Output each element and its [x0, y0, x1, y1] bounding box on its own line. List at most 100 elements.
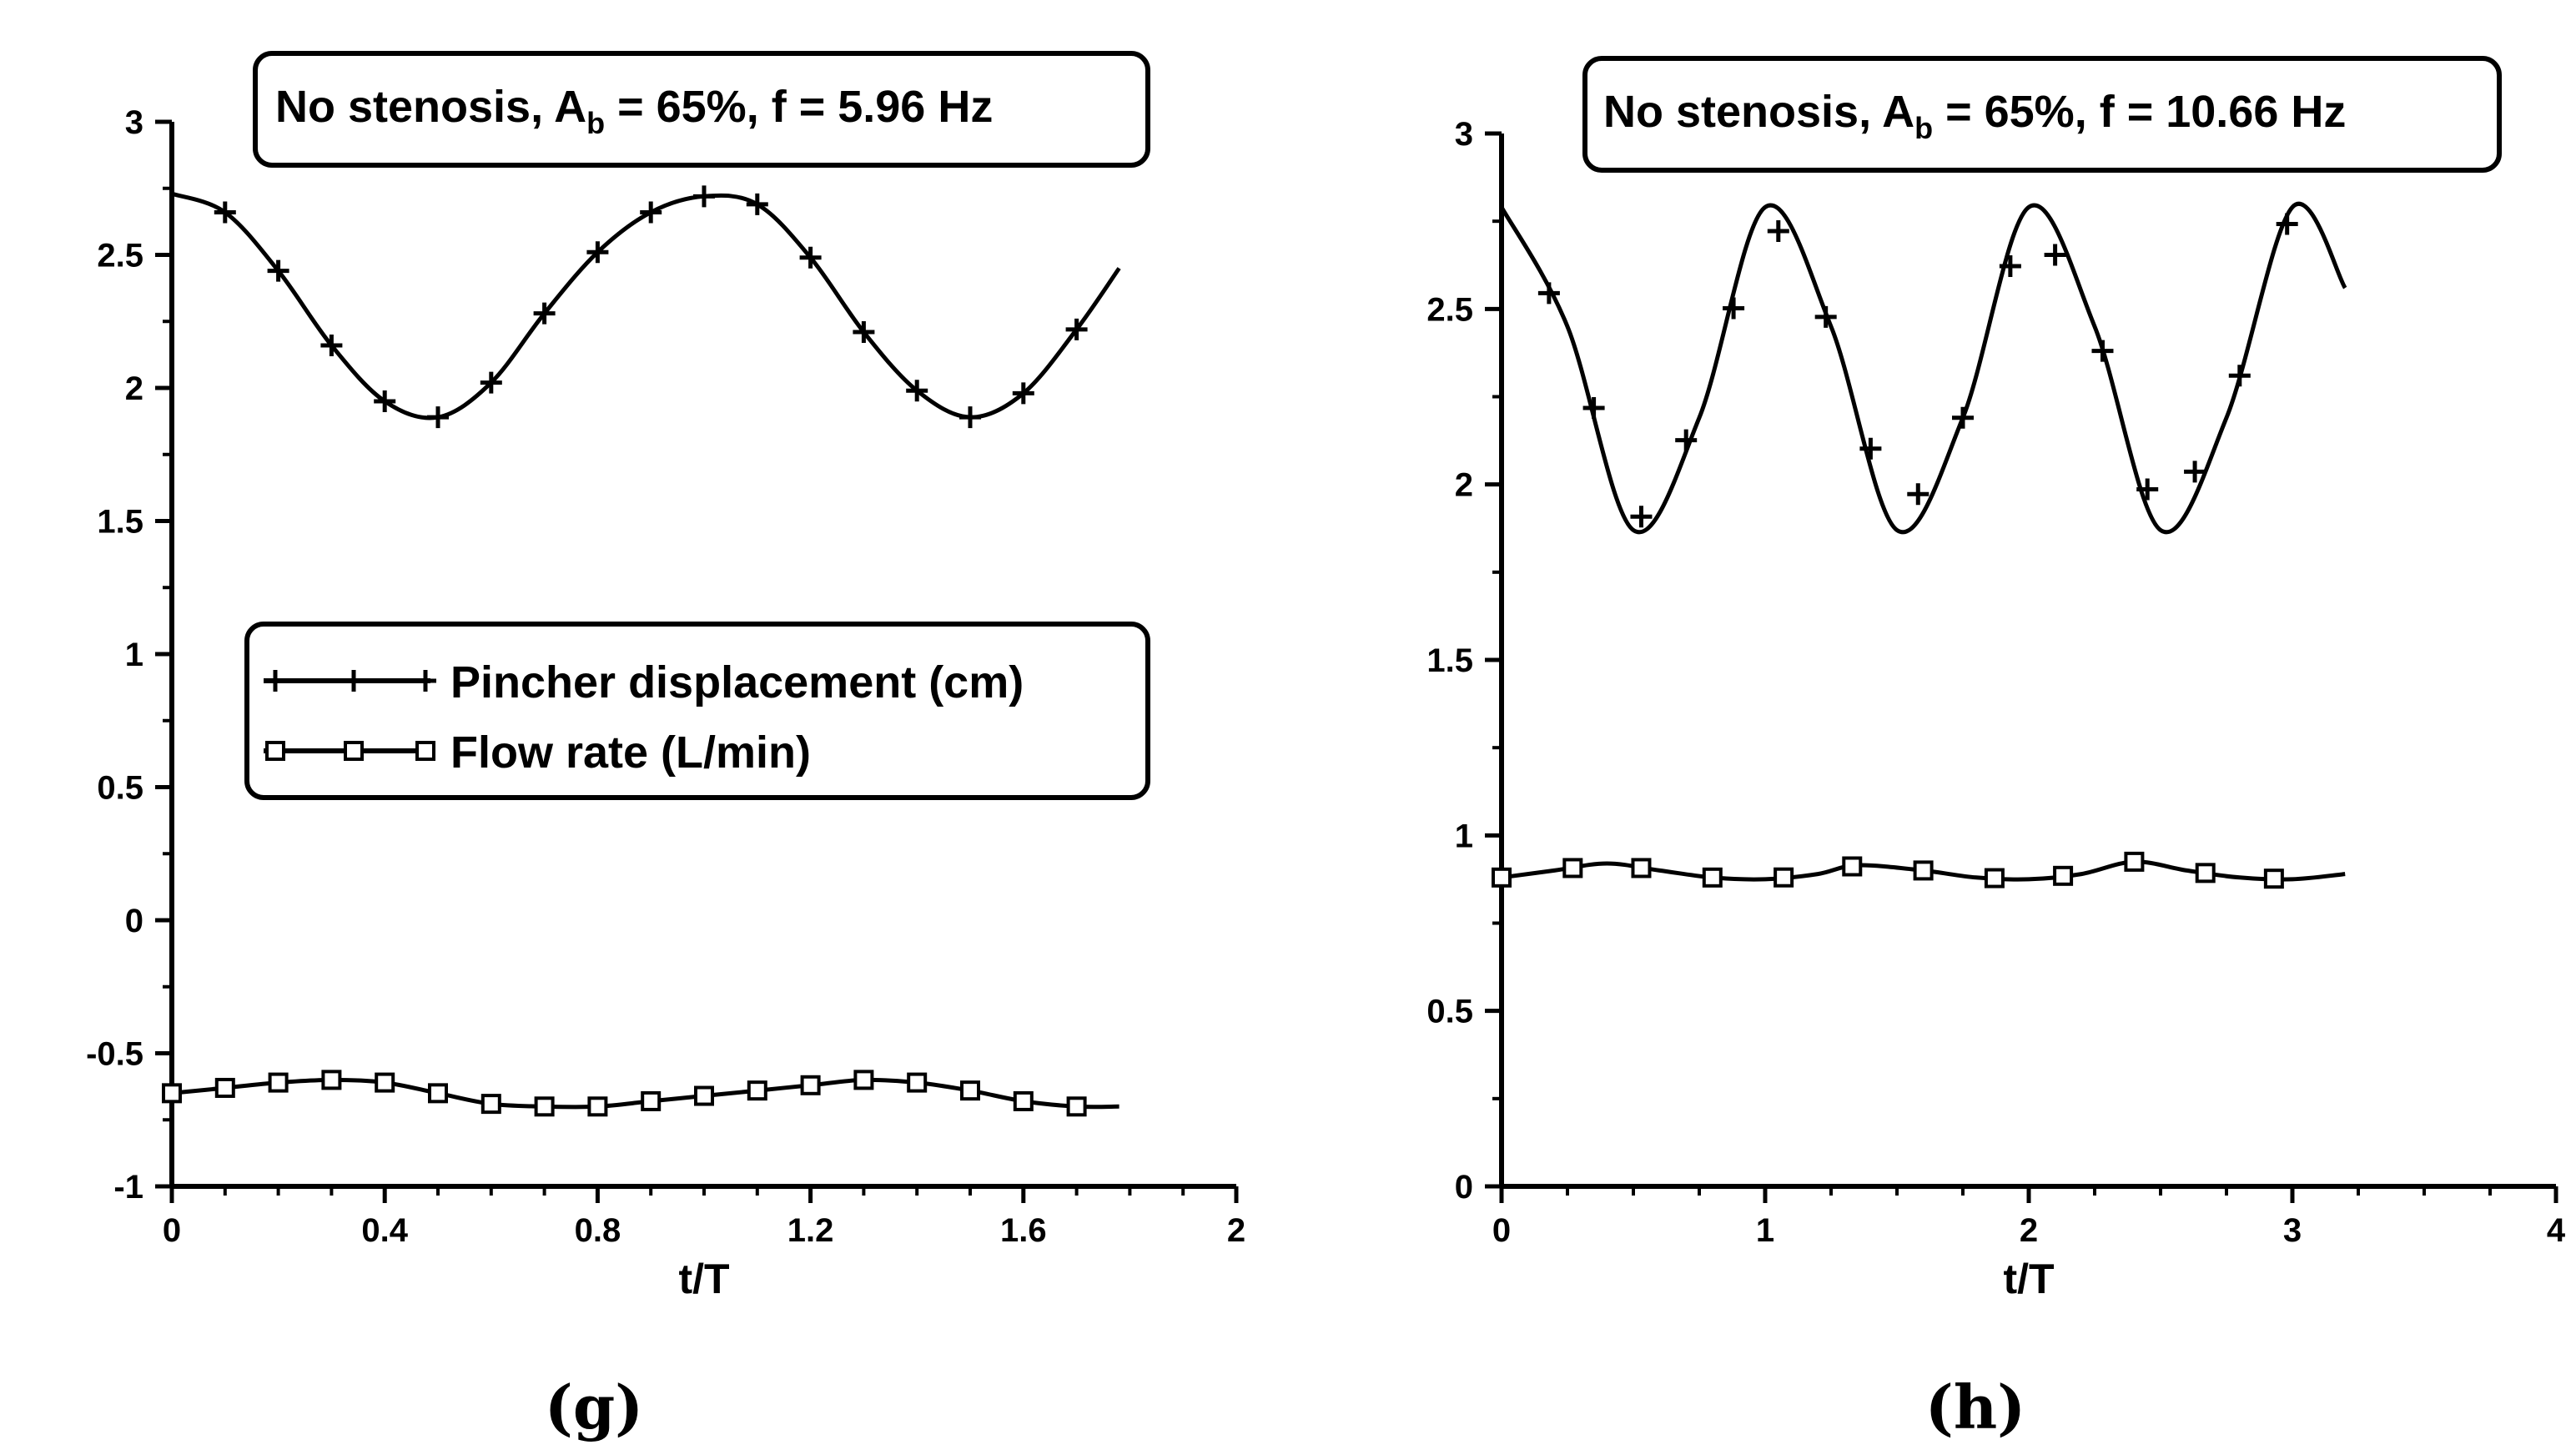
chart-g-point-flow — [162, 1083, 182, 1104]
chart-g-point-flow — [480, 1094, 501, 1115]
chart-h-point-flow — [2195, 863, 2216, 884]
chart-g-point-flow — [214, 1077, 235, 1098]
legend-marker-plus — [264, 670, 286, 692]
chart-h-point-flow — [1631, 858, 1652, 879]
chart-g-y-tick-label: 0.5 — [97, 770, 143, 807]
chart-h: 0 0.5 1 1.5 2 2.5 3 0 1 2 3 4 t/T No stenosis, Ab = … — [1426, 56, 2566, 1442]
chart-g-point-pincher — [374, 390, 396, 412]
chart-h-point-pincher — [1630, 506, 1653, 528]
chart-g-y-tick-label: 0 — [125, 903, 143, 939]
chart-h-point-flow — [1774, 867, 1794, 888]
legend-marker-plus — [343, 670, 365, 692]
chart-g-point-pincher — [533, 302, 556, 325]
chart-g-point-pincher — [480, 371, 502, 394]
chart-h-x-tick-label: 4 — [2547, 1212, 2566, 1249]
chart-g-point-pincher — [267, 259, 289, 282]
chart-h-y-tick-label: 1 — [1455, 818, 1473, 854]
chart-h-point-flow — [1842, 856, 1863, 877]
legend-marker-plus — [415, 670, 436, 692]
legend-marker-square — [265, 741, 285, 761]
legend-marker-square — [415, 741, 435, 761]
chart-g-x-tick-label: 0.8 — [575, 1212, 621, 1249]
chart-h-x-axis-label: t/T — [2003, 1256, 2054, 1302]
chart-g-point-flow — [641, 1090, 662, 1111]
chart-h-axes: 0 0.5 1 1.5 2 2.5 3 0 1 2 3 4 t/T — [1426, 116, 2565, 1302]
chart-g-x-tick-label: 1.2 — [787, 1212, 834, 1249]
chart-h-point-pincher — [1952, 406, 1974, 429]
chart-h-point-pincher — [2136, 478, 2159, 501]
chart-g-y-tick-label: 1.5 — [97, 504, 143, 541]
chart-g-x-tick-label: 0 — [163, 1212, 181, 1249]
chart-h-point-pincher — [1814, 305, 1837, 328]
chart-g-point-flow — [694, 1085, 714, 1106]
chart-h-title-prefix: No stenosis, A — [1603, 87, 1914, 137]
chart-h-point-pincher — [2228, 365, 2251, 387]
chart-g-title-prefix: No stenosis, A — [275, 82, 586, 132]
chart-h-series-pincher-line — [1499, 202, 2347, 535]
legend-marker-square — [344, 741, 364, 761]
chart-g-point-flow — [960, 1080, 980, 1101]
chart-g-point-flow — [534, 1096, 555, 1117]
chart-g-point-pincher — [586, 241, 609, 264]
chart-h-point-pincher — [1723, 297, 1745, 320]
chart-g-y-tick-label: 3 — [125, 104, 143, 141]
legend-marker-pincher — [264, 670, 436, 692]
chart-h-y-tick-label: 0 — [1455, 1169, 1473, 1206]
chart-h-series — [1492, 202, 2347, 889]
chart-g-y-tick-label: 2.5 — [97, 238, 143, 274]
chart-h-point-flow — [2124, 851, 2145, 872]
chart-g-x-tick-label: 2 — [1227, 1212, 1245, 1249]
chart-h-point-pincher — [2044, 244, 2066, 266]
legend-marker-flow — [265, 741, 435, 761]
chart-h-y-tick-label: 0.5 — [1426, 994, 1473, 1030]
chart-h-title: No stenosis, Ab = 65%, f = 10.66 Hz — [1603, 87, 2346, 145]
chart-g-point-pincher — [214, 201, 236, 224]
chart-h-point-pincher — [1675, 429, 1698, 451]
chart-h-point-flow — [1702, 867, 1723, 888]
chart-h-point-pincher — [1907, 483, 1929, 506]
legend-label-flow: Flow rate (L/min) — [450, 728, 811, 778]
chart-h-point-pincher — [2091, 340, 2114, 362]
chart-h-x-tick-label: 3 — [2283, 1212, 2302, 1249]
chart-g-point-flow — [1013, 1090, 1034, 1111]
chart-g-series — [162, 185, 1121, 1117]
chart-g-point-pincher — [320, 334, 343, 356]
chart-g-title-box: No stenosis, Ab = 65%, f = 5.96 Hz — [253, 51, 1150, 168]
chart-g-point-flow — [907, 1072, 928, 1093]
chart-h-point-flow — [1492, 867, 1512, 888]
chart-h-point-flow — [1913, 860, 1934, 881]
chart-g-x-tick-label: 0.4 — [361, 1212, 408, 1249]
chart-g-title-frame — [253, 51, 1150, 168]
chart-h-point-flow — [1562, 858, 1583, 879]
chart-g-title: No stenosis, Ab = 65%, f = 5.96 Hz — [275, 82, 993, 140]
chart-g-series-pincher-line — [171, 191, 1121, 420]
chart-g-point-pincher — [1012, 382, 1034, 405]
chart-h-title-frame — [1582, 56, 2502, 173]
chart-g-point-flow — [268, 1072, 289, 1093]
chart-g-point-pincher — [427, 406, 449, 429]
chart-h-point-pincher — [1537, 282, 1560, 305]
chart-h-x-tick-label: 0 — [1492, 1212, 1511, 1249]
chart-g-point-pincher — [693, 185, 715, 208]
chart-g-y-tick-label: -1 — [113, 1169, 143, 1206]
chart-h-y-tick-label: 3 — [1455, 116, 1473, 153]
chart-g-point-pincher — [959, 406, 981, 429]
chart-g-point-pincher — [853, 321, 875, 344]
chart-g-axes: -1 -0.5 0 0.5 1 1.5 2 2.5 3 0 0.4 0.8 1.2 1.6 2 t/T — [86, 104, 1245, 1302]
chart-h-point-pincher — [2276, 213, 2298, 235]
chart-h-y-tick-label: 1.5 — [1426, 642, 1473, 679]
chart-g-y-tick-label: 2 — [125, 370, 143, 407]
chart-g-title-suffix: = 65%, f = 5.96 Hz — [605, 82, 993, 132]
legend-frame — [244, 622, 1150, 800]
chart-h-point-flow — [1984, 868, 2005, 889]
chart-g-point-flow — [1066, 1096, 1087, 1117]
chart-g-point-flow — [428, 1083, 448, 1104]
chart-h-point-pincher — [1767, 219, 1789, 242]
chart-g-point-flow — [800, 1075, 821, 1095]
chart-h-point-pincher — [2184, 461, 2206, 483]
chart-g-point-pincher — [1065, 318, 1088, 340]
chart-g-point-flow — [853, 1070, 874, 1090]
chart-h-point-flow — [2263, 868, 2284, 889]
chart-g-point-pincher — [906, 380, 928, 402]
